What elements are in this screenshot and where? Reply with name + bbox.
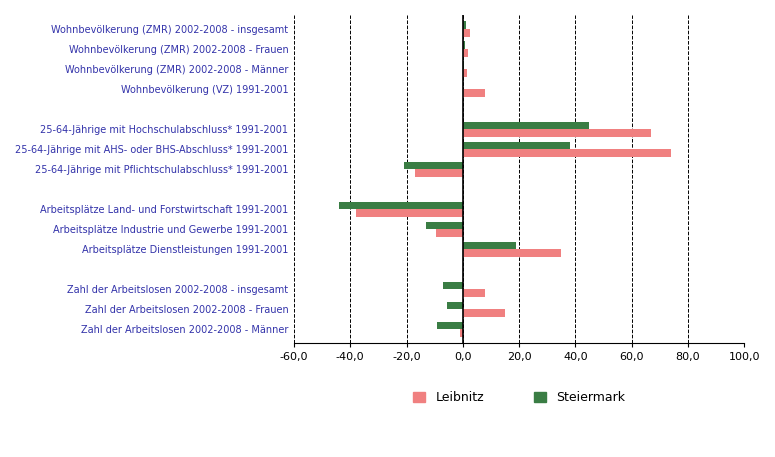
- Bar: [436, 229, 463, 237]
- Bar: [463, 142, 570, 149]
- Bar: [443, 282, 463, 289]
- Bar: [447, 302, 463, 309]
- Bar: [437, 322, 463, 329]
- Bar: [463, 49, 468, 57]
- Bar: [463, 89, 485, 97]
- Bar: [463, 250, 561, 257]
- Bar: [463, 242, 516, 250]
- Bar: [463, 29, 470, 37]
- Bar: [339, 202, 463, 209]
- Bar: [415, 169, 463, 177]
- Bar: [404, 162, 463, 169]
- Bar: [463, 122, 590, 129]
- Bar: [463, 61, 464, 69]
- Bar: [463, 21, 466, 29]
- Bar: [463, 69, 467, 77]
- Bar: [426, 222, 463, 229]
- Bar: [463, 149, 671, 157]
- Bar: [460, 329, 463, 337]
- Bar: [356, 209, 463, 217]
- Bar: [463, 289, 485, 297]
- Bar: [463, 309, 505, 317]
- Legend: Leibnitz, Steiermark: Leibnitz, Steiermark: [408, 387, 630, 409]
- Bar: [463, 42, 465, 49]
- Bar: [463, 129, 651, 137]
